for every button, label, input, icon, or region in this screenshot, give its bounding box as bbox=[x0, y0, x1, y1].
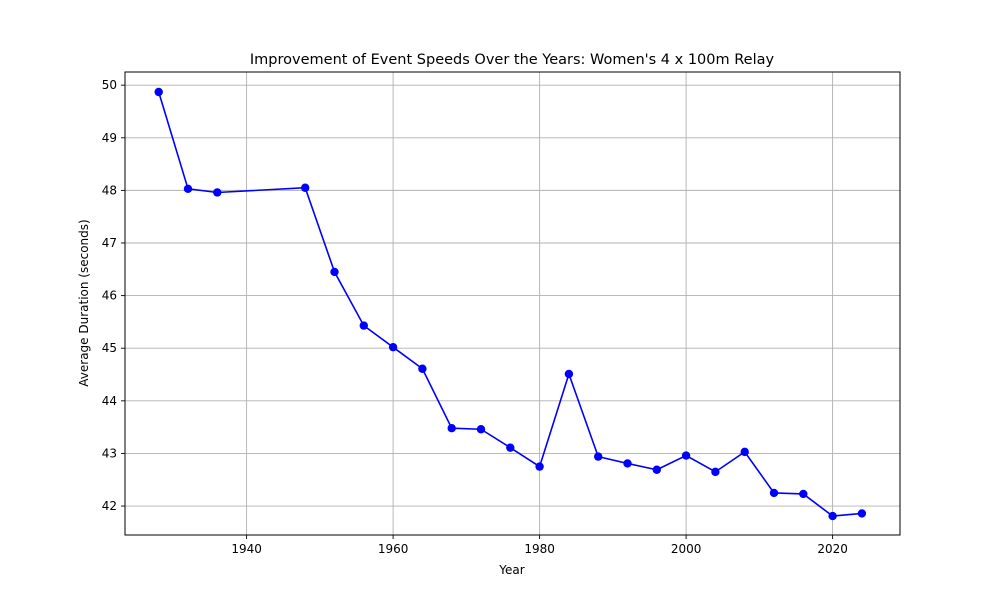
chart-title: Improvement of Event Speeds Over the Yea… bbox=[250, 52, 775, 68]
x-tick-label: 1960 bbox=[378, 542, 409, 556]
data-point bbox=[388, 342, 398, 352]
data-point bbox=[857, 509, 867, 518]
data-point bbox=[711, 467, 720, 477]
y-tick-label: 43 bbox=[102, 446, 117, 460]
data-point bbox=[652, 465, 662, 474]
y-tick-label: 48 bbox=[102, 183, 117, 197]
data-point bbox=[359, 321, 368, 330]
y-tick-label: 50 bbox=[102, 78, 117, 92]
data-point bbox=[594, 452, 603, 461]
y-tick-label: 49 bbox=[102, 131, 117, 145]
data-point bbox=[330, 267, 339, 277]
data-point bbox=[623, 459, 632, 468]
y-tick-label: 47 bbox=[102, 236, 117, 250]
data-point bbox=[300, 183, 310, 192]
x-axis-label: Year bbox=[498, 563, 524, 577]
data-point bbox=[828, 511, 837, 521]
data-point bbox=[506, 443, 515, 452]
x-tick-label: 1940 bbox=[231, 542, 262, 556]
data-point bbox=[769, 488, 779, 498]
x-tick-label: 2000 bbox=[671, 542, 702, 556]
x-tick-label: 2020 bbox=[817, 542, 848, 556]
data-point bbox=[535, 462, 544, 471]
data-point bbox=[213, 188, 222, 197]
data-point bbox=[183, 184, 193, 194]
data-point bbox=[681, 451, 691, 460]
data-point bbox=[476, 425, 486, 434]
y-tick-label: 44 bbox=[102, 394, 117, 408]
y-axis-label: Average Duration (seconds) bbox=[77, 219, 91, 386]
data-point bbox=[564, 369, 574, 379]
plot-frame bbox=[124, 71, 901, 536]
data-point bbox=[154, 87, 163, 97]
series-line bbox=[157, 91, 862, 517]
y-tick-label: 46 bbox=[102, 289, 117, 303]
grid bbox=[125, 72, 900, 535]
data-point bbox=[447, 423, 456, 433]
data-point bbox=[740, 447, 749, 457]
x-tick-label: 1980 bbox=[524, 542, 555, 556]
y-tick-label: 45 bbox=[102, 341, 117, 355]
data-point bbox=[418, 364, 427, 373]
series bbox=[154, 87, 867, 521]
axis-ticks: 1940 1960 1980 2000 2020 42 43 44 45 46 47 48 49 50 bbox=[102, 78, 848, 556]
data-point bbox=[799, 489, 808, 499]
y-tick-label: 42 bbox=[102, 499, 117, 513]
